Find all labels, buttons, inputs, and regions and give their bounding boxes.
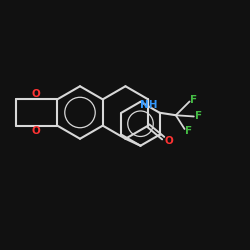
Text: F: F: [185, 126, 192, 136]
Text: F: F: [190, 95, 198, 105]
Text: NH: NH: [140, 100, 158, 110]
Text: O: O: [32, 126, 40, 136]
Text: O: O: [164, 136, 173, 145]
Text: F: F: [195, 112, 202, 122]
Text: O: O: [32, 89, 40, 99]
